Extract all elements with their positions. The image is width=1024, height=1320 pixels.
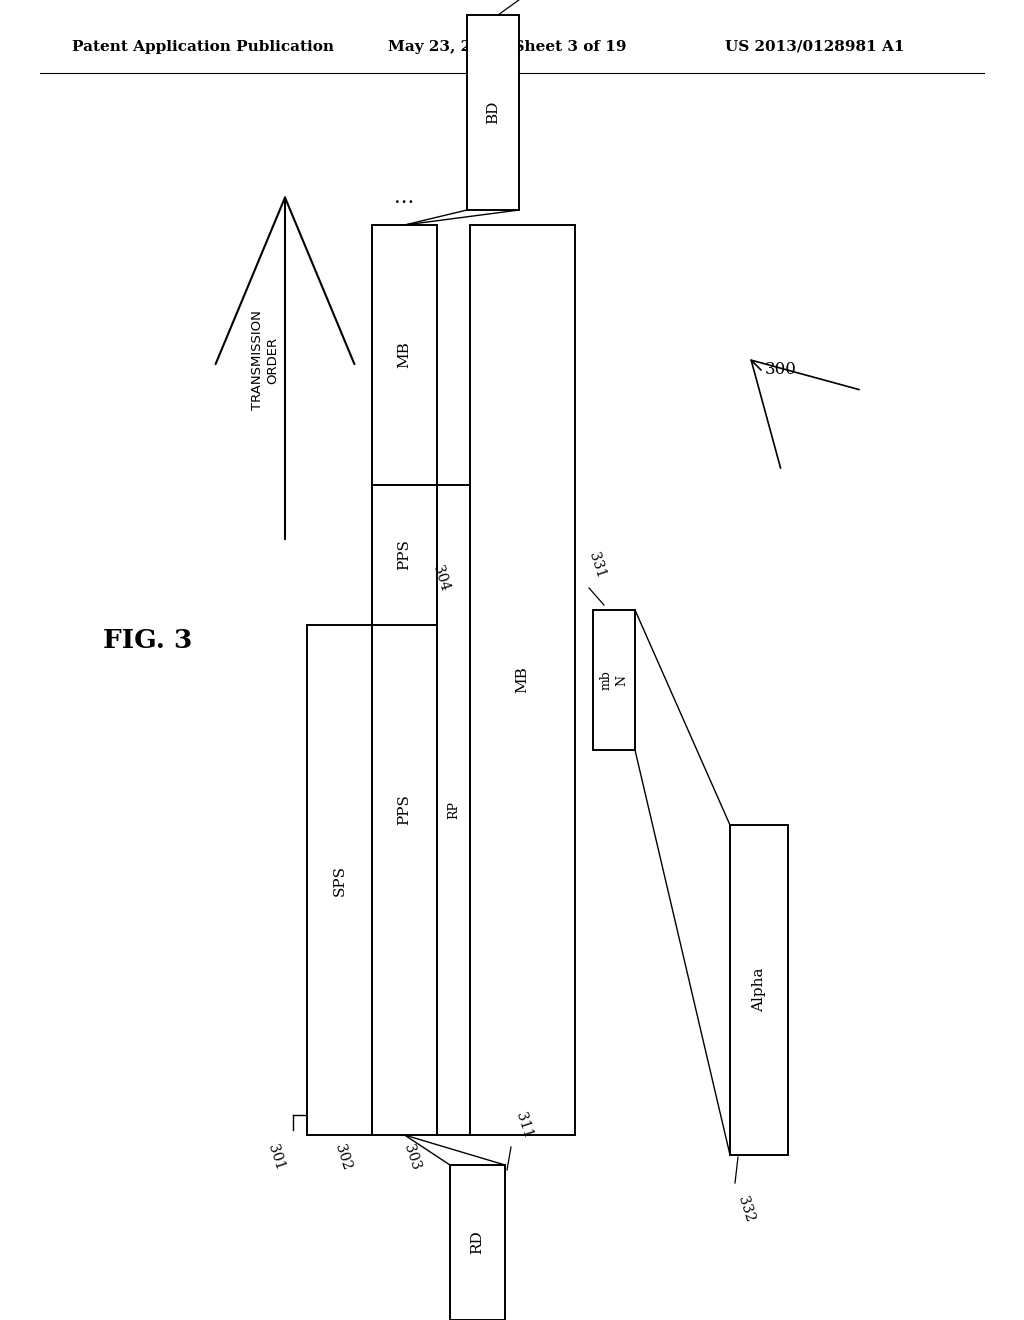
Text: 331: 331 — [586, 550, 607, 579]
Text: PPS: PPS — [397, 540, 412, 570]
Text: RP: RP — [447, 801, 460, 818]
Text: RD: RD — [470, 1230, 484, 1254]
Text: FIG. 3: FIG. 3 — [103, 627, 193, 652]
Text: US 2013/0128981 A1: US 2013/0128981 A1 — [725, 40, 904, 54]
Text: BD: BD — [486, 100, 500, 124]
Bar — [372, 224, 437, 484]
Text: SPS: SPS — [333, 865, 346, 895]
Bar — [470, 224, 575, 1135]
Text: 300: 300 — [765, 362, 797, 379]
Text: 304: 304 — [430, 564, 452, 593]
Text: Alpha: Alpha — [752, 968, 766, 1012]
Text: 301: 301 — [265, 1143, 287, 1172]
Bar — [372, 484, 437, 624]
Text: Patent Application Publication: Patent Application Publication — [72, 40, 334, 54]
Text: TRANSMISSION
ORDER: TRANSMISSION ORDER — [251, 310, 279, 411]
Text: mb
N: mb N — [600, 671, 628, 690]
Text: ...: ... — [394, 187, 415, 207]
Text: 303: 303 — [401, 1143, 423, 1172]
Bar — [437, 484, 470, 1135]
Text: PPS: PPS — [397, 795, 412, 825]
Text: 332: 332 — [735, 1195, 757, 1224]
Bar — [450, 1166, 505, 1320]
Bar — [730, 825, 788, 1155]
Bar — [307, 624, 372, 1135]
Text: 302: 302 — [333, 1143, 354, 1172]
Bar — [467, 15, 519, 210]
Text: MB: MB — [397, 342, 412, 368]
Text: May 23, 2013  Sheet 3 of 19: May 23, 2013 Sheet 3 of 19 — [388, 40, 627, 54]
Text: 311: 311 — [513, 1110, 535, 1140]
Bar — [372, 484, 437, 1135]
Bar — [593, 610, 635, 750]
Text: MB: MB — [515, 667, 529, 693]
